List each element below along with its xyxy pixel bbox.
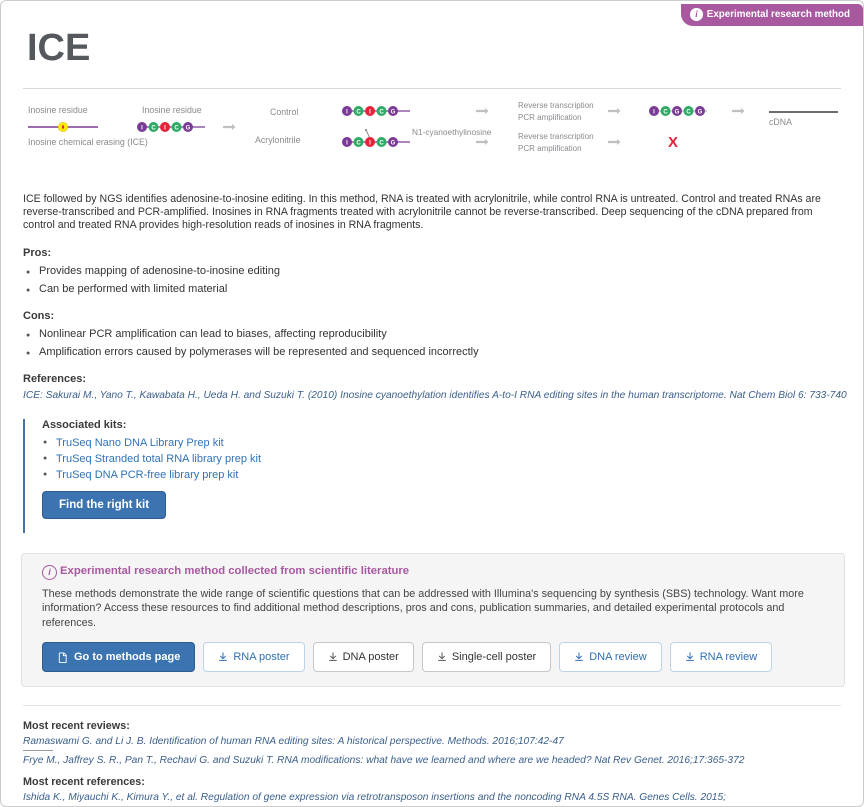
svg-text:Inosine residue: Inosine residue bbox=[142, 105, 202, 115]
svg-text:Reverse transcription: Reverse transcription bbox=[518, 101, 594, 110]
svg-text:G: G bbox=[675, 109, 680, 115]
svg-text:C: C bbox=[686, 109, 691, 115]
svg-text:X: X bbox=[668, 134, 678, 151]
svg-text:G: G bbox=[698, 109, 703, 115]
svg-text:C: C bbox=[356, 109, 361, 115]
svg-text:Acrylonitrile: Acrylonitrile bbox=[255, 135, 301, 145]
svg-text:cDNA: cDNA bbox=[769, 117, 792, 127]
svg-text:C: C bbox=[356, 140, 361, 146]
svg-text:C: C bbox=[151, 125, 156, 131]
svg-text:C: C bbox=[379, 109, 384, 115]
svg-text:C: C bbox=[379, 140, 384, 146]
svg-text:C: C bbox=[174, 125, 179, 131]
svg-text:PCR amplification: PCR amplification bbox=[518, 144, 582, 153]
svg-text:G: G bbox=[391, 140, 396, 146]
svg-text:G: G bbox=[391, 109, 396, 115]
svg-text:C: C bbox=[663, 109, 668, 115]
svg-text:Reverse transcription: Reverse transcription bbox=[518, 132, 594, 141]
svg-text:Control: Control bbox=[270, 107, 298, 117]
svg-text:PCR amplification: PCR amplification bbox=[518, 113, 582, 122]
svg-text:Inosine chemical erasing (ICE): Inosine chemical erasing (ICE) bbox=[28, 137, 148, 147]
svg-text:G: G bbox=[186, 125, 191, 131]
svg-text:N1-cyanoethylinosine: N1-cyanoethylinosine bbox=[412, 127, 492, 137]
svg-text:Inosine residue: Inosine residue bbox=[28, 105, 88, 115]
